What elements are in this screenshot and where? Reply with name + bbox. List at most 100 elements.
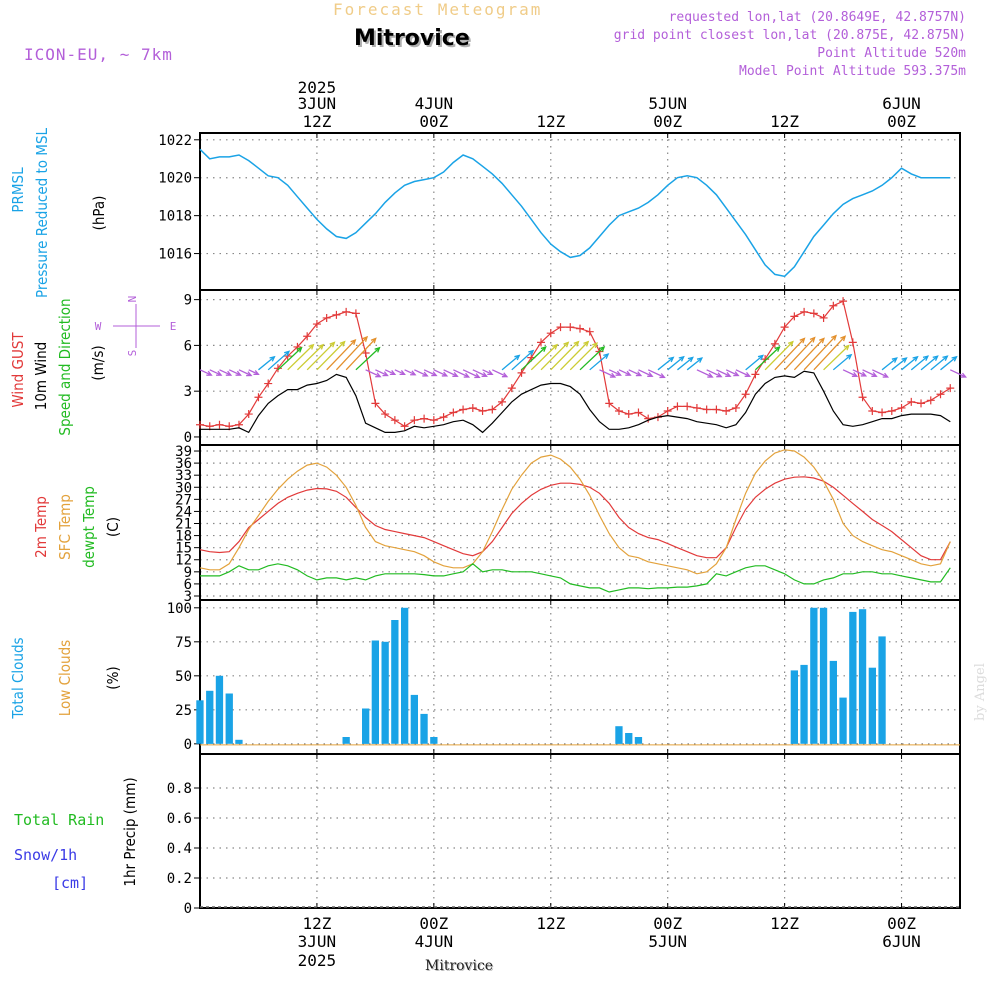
gust-point: [683, 402, 692, 411]
wind-arrow: [872, 369, 890, 378]
temp-sfc-label: SFC Temp: [56, 494, 74, 560]
cloud-bar: [342, 737, 350, 744]
cloud-bar: [810, 607, 818, 744]
wind-arrow-shaft: [910, 355, 929, 371]
pressure-label-1: PRMSL: [9, 167, 27, 213]
grid-coords: grid point closest lon,lat (20.875E, 42.…: [613, 28, 966, 43]
cloud-bar: [430, 737, 438, 744]
wind-arrow-head: [687, 356, 694, 363]
gust-point: [907, 397, 916, 406]
wind-arrow-shaft: [345, 338, 377, 371]
gust-point: [741, 390, 750, 399]
wind-arrow-head: [501, 372, 509, 378]
wind-arrow-head: [452, 371, 459, 377]
wind-arrow-shaft: [599, 369, 616, 378]
wind-arrow-head: [774, 345, 781, 352]
wind-arrow: [784, 336, 816, 371]
wind-arrow-shaft: [219, 369, 232, 376]
wind-arrow-head: [951, 355, 958, 362]
wind-arrow: [248, 369, 260, 376]
top-tick-time: 12Z: [536, 112, 565, 131]
y-tick-label: 0: [184, 737, 192, 753]
wind-arrow: [735, 369, 752, 377]
wind-arrow-shaft: [375, 369, 388, 377]
wind-arrow-shaft: [608, 369, 621, 376]
cloud-bar: [634, 737, 643, 744]
cloud-bar: [381, 641, 389, 744]
gust-point: [917, 399, 926, 408]
wind-arrow: [365, 369, 382, 378]
wind-arrow: [920, 355, 939, 371]
wind-line: [200, 370, 951, 434]
wind-arrow: [686, 357, 704, 371]
bottom-tick-time: 12Z: [302, 914, 331, 933]
gust-point: [468, 403, 477, 412]
cloud-bar: [839, 697, 847, 744]
wind-arrow-shaft: [453, 369, 470, 378]
gust-point: [303, 332, 312, 341]
wind-arrow: [209, 369, 223, 376]
wind-arrow-shaft: [881, 357, 898, 371]
y-tick-label: 1016: [158, 247, 192, 263]
wind-arrow: [238, 369, 253, 377]
wind-arrow-head: [603, 353, 610, 359]
wind-arrow: [443, 369, 459, 377]
wind-arrow: [618, 369, 632, 376]
wind-arrow-head: [246, 371, 253, 377]
wind-arrow-shaft: [199, 369, 212, 376]
wind-arrow-shaft: [823, 345, 850, 371]
wind-arrow-shaft: [872, 369, 888, 378]
top-tick-time: 00Z: [887, 112, 916, 131]
gust-point: [858, 393, 867, 402]
wind-arrow-shaft: [803, 335, 837, 371]
wind-arrow: [462, 369, 481, 379]
y-tick-label: 30: [175, 480, 192, 496]
wind-arrow: [404, 369, 417, 376]
compass-n: N: [126, 296, 139, 303]
wind-arrow-shaft: [618, 369, 631, 376]
cloud-bar: [225, 693, 233, 744]
y-tick-label: 9: [184, 565, 192, 581]
y-tick-label: 0: [184, 901, 192, 917]
gust-point: [848, 338, 857, 347]
wind-arrow: [287, 343, 315, 371]
gust-point: [400, 422, 409, 431]
panel-frame: [199, 132, 961, 291]
wind-arrow-shaft: [930, 355, 948, 371]
gust-point: [624, 410, 633, 419]
wind-arrow: [842, 369, 859, 377]
wind-arrow-shaft: [404, 369, 416, 376]
gust-point: [673, 402, 682, 411]
compass-w: W: [95, 320, 102, 333]
gust-point: [196, 420, 204, 429]
wind-arrow-shaft: [414, 369, 428, 377]
wind-arrow-shaft: [754, 346, 780, 371]
wind-arrow-shaft: [862, 369, 877, 377]
wind-arrow-shaft: [784, 337, 816, 371]
wind-arrow-shaft: [560, 341, 589, 371]
wind-arrow: [716, 369, 732, 377]
wind-arrow-shaft: [706, 369, 722, 378]
wind-arrow: [335, 335, 369, 371]
wind-arrow-shaft: [365, 369, 381, 378]
wind-dir-label: Speed and Direction: [56, 298, 74, 435]
cloud-bar: [371, 640, 379, 744]
wind-arrow-head: [269, 355, 276, 362]
wind-arrow: [569, 342, 599, 371]
wind-arrow-head: [540, 345, 547, 352]
wind-arrow: [472, 369, 488, 377]
wind-arrow: [852, 369, 868, 377]
gust-point: [449, 408, 458, 417]
bottom-tick-year: 2025: [298, 951, 337, 970]
wind-arrow-head: [882, 372, 890, 378]
wind-arrow: [910, 355, 930, 371]
wind-arrow-shaft: [949, 369, 966, 378]
y-tick-label: 21: [175, 517, 192, 533]
wind-arrow-head: [350, 338, 357, 346]
gust-point: [371, 399, 380, 408]
y-tick-label: 6: [184, 338, 192, 354]
wind-arrow-head: [871, 371, 878, 377]
wind-arrow-shaft: [774, 338, 805, 371]
wind-arrow: [803, 334, 837, 371]
